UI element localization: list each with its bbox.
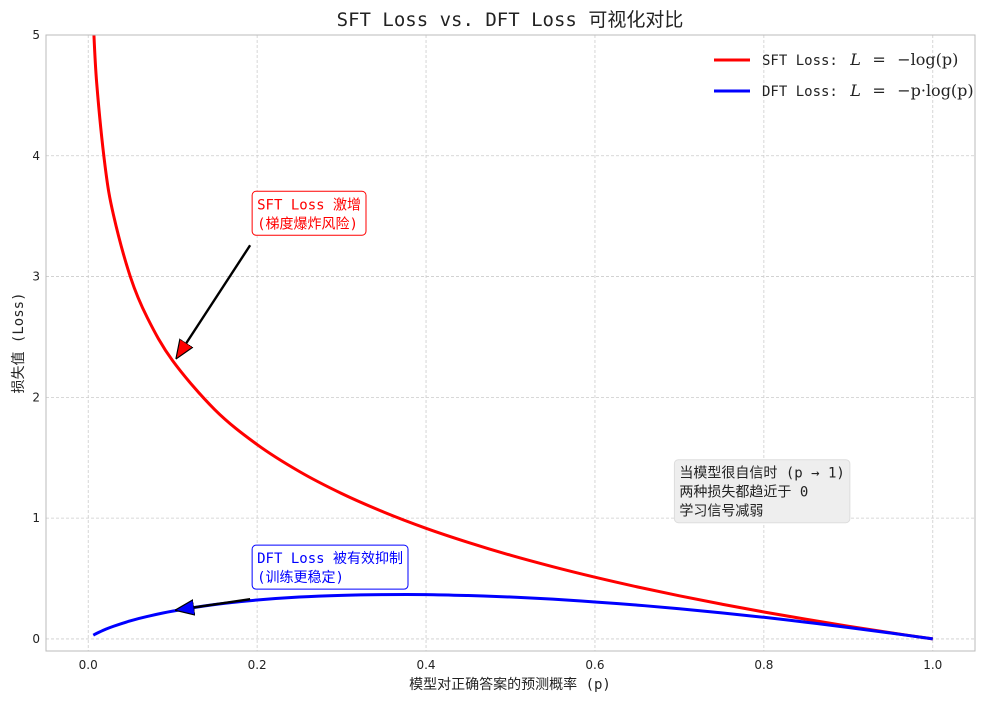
- annotation-0: SFT Loss 激增 (梯度爆炸风险): [177, 190, 367, 357]
- series-line-sft: [92, 35, 933, 641]
- y-tick-label: 2: [32, 390, 40, 404]
- x-tick-label: 1.0: [923, 658, 942, 672]
- annotation-text: 当模型很自信时 (p → 1): [679, 466, 844, 482]
- annotation-box: [673, 459, 851, 524]
- x-tick-label: 0.2: [248, 658, 267, 672]
- annotation-1: DFT Loss 被有效抑制 (训练更稳定): [177, 544, 409, 610]
- y-tick-label: 5: [32, 28, 40, 42]
- annotation-text: 两种损失都趋近于 0: [679, 485, 808, 501]
- x-tick-label: 0.4: [416, 658, 435, 672]
- legend-formula-rhs-sft: −log(p): [897, 50, 958, 69]
- annotation-text: SFT Loss 激增: [257, 196, 361, 213]
- annotation-arrow: [177, 244, 252, 357]
- series-line-dft: [92, 592, 933, 641]
- y-tick-label: 3: [32, 270, 40, 284]
- annotation-text: (梯度爆炸风险): [257, 216, 358, 232]
- legend-label-dft: DFT Loss: L = −p·log(p): [762, 81, 974, 100]
- y-tick-label: 0: [32, 632, 40, 646]
- x-tick-label: 0.6: [585, 658, 604, 672]
- annotation-text: DFT Loss 被有效抑制: [257, 551, 403, 567]
- legend: SFT Loss: L = −log(p) DFT Loss: L = −p·l…: [714, 50, 974, 100]
- legend-label-sft: SFT Loss: L = −log(p): [762, 50, 958, 69]
- y-axis-ticks: 0 1 2 3 4 5: [32, 28, 40, 646]
- legend-name-dft: DFT Loss:: [762, 84, 838, 100]
- annotation-box: [251, 544, 409, 590]
- y-axis-label: 损失值 (Loss): [11, 292, 27, 393]
- x-tick-label: 0.0: [79, 658, 98, 672]
- curves: [92, 35, 933, 641]
- plot-frame: [45, 34, 976, 652]
- annotation-box: [251, 190, 367, 236]
- x-axis-label: 模型对正确答案的预测概率 (p): [409, 676, 611, 693]
- annotation-2: 当模型很自信时 (p → 1) 两种损失都趋近于 0 学习信号减弱: [673, 459, 851, 524]
- legend-name-sft: SFT Loss:: [762, 53, 838, 69]
- x-tick-label: 0.8: [754, 658, 773, 672]
- y-tick-label: 4: [32, 149, 40, 163]
- chart-title: SFT Loss vs. DFT Loss 可视化对比: [337, 9, 684, 31]
- x-axis-ticks: 0.0 0.2 0.4 0.6 0.8 1.0: [79, 658, 943, 672]
- legend-formula-lhs-dft: L: [849, 81, 861, 100]
- annotation-arrow: [177, 597, 251, 610]
- grid: [46, 34, 975, 651]
- annotations: SFT Loss 激增 (梯度爆炸风险) DFT Loss 被有效抑制 (训练更稳定)…: [177, 190, 851, 610]
- annotation-text: (训练更稳定): [257, 570, 344, 586]
- annotation-text: 学习信号减弱: [679, 504, 763, 520]
- y-tick-label: 1: [32, 511, 40, 525]
- legend-formula-lhs-sft: L: [849, 50, 861, 69]
- legend-formula-rhs-dft: −p·log(p): [897, 81, 973, 100]
